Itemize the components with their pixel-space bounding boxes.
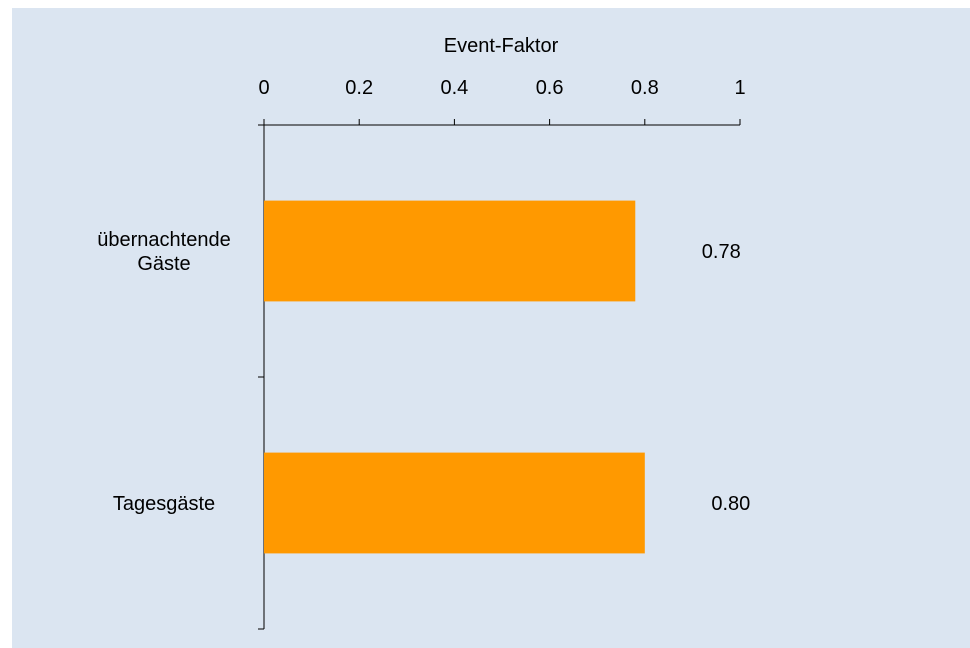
category-label: Tagesgäste xyxy=(113,493,215,515)
category-label: übernachtende Gäste xyxy=(97,229,230,275)
value-labels: 0.78 0.80 xyxy=(702,241,750,515)
x-axis-ticks: 0 0.2 0.4 0.6 0.8 1 xyxy=(258,77,746,630)
bar xyxy=(264,452,645,554)
x-tick-label: 0.4 xyxy=(440,77,468,99)
x-tick-label: 0 xyxy=(258,77,269,99)
x-tick-label: 0.8 xyxy=(631,77,659,99)
x-tick-label: 0.2 xyxy=(345,77,373,99)
category-labels: übernachtende Gäste Tagesgäste xyxy=(97,229,230,515)
bars xyxy=(264,200,645,554)
bar xyxy=(264,200,636,302)
x-axis-title: Event-Faktor xyxy=(444,35,559,57)
value-label: 0.78 xyxy=(702,241,741,263)
x-tick-label: 1 xyxy=(734,77,745,99)
x-tick-label: 0.6 xyxy=(536,77,564,99)
value-label: 0.80 xyxy=(711,493,750,515)
